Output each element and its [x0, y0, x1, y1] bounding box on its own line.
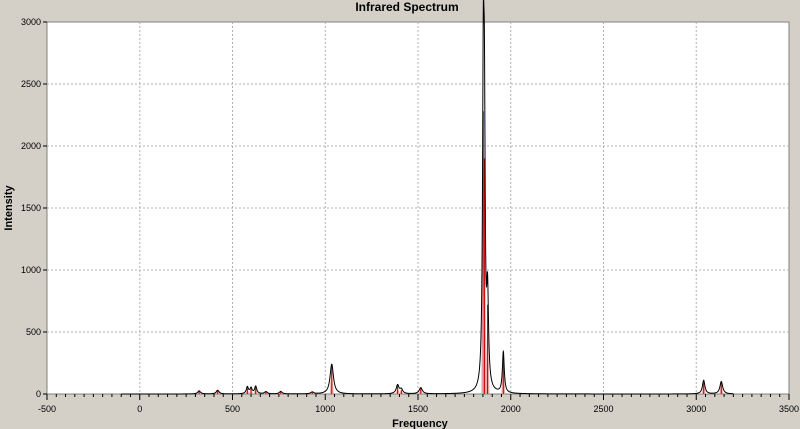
y-tick-label: 500	[26, 327, 41, 337]
y-tick-label: 2000	[21, 141, 41, 151]
x-tick-label: 1000	[315, 404, 335, 414]
x-tick-label: 3500	[779, 404, 799, 414]
x-tick-label: 2000	[501, 404, 521, 414]
y-tick-label: 2500	[21, 79, 41, 89]
spectrum-series	[121, 0, 734, 395]
x-axis-title: Frequency	[392, 418, 449, 429]
x-tick-label: 3000	[686, 404, 706, 414]
x-tick-label: 2500	[593, 404, 613, 414]
y-tick-label: 1000	[21, 265, 41, 275]
grid-lines	[47, 22, 789, 394]
x-tick-label: 0	[137, 404, 142, 414]
stick-spectrum	[197, 111, 724, 394]
axis-ticks: -500 0 500 1000 1500 2000 2500 3000 3500 0 500 1000…	[21, 17, 799, 414]
x-tick-label: 1500	[408, 404, 428, 414]
spectrum-line	[121, 0, 734, 395]
chart-title: Infrared Spectrum	[355, 0, 458, 14]
y-tick-label: 3000	[21, 17, 41, 27]
y-axis-title: Intensity	[3, 185, 15, 231]
x-tick-label: 500	[225, 404, 240, 414]
y-tick-label: 1500	[21, 203, 41, 213]
x-tick-label: -500	[38, 404, 56, 414]
y-tick-label: 0	[36, 389, 41, 399]
